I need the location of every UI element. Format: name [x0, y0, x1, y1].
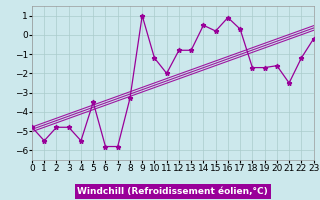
Text: Windchill (Refroidissement éolien,°C): Windchill (Refroidissement éolien,°C) [77, 187, 268, 196]
